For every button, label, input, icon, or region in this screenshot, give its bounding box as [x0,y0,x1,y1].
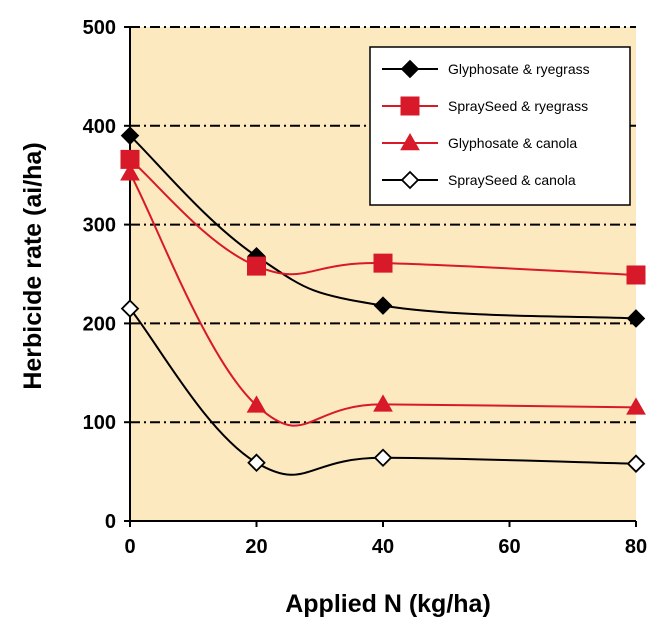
x-tick-label-40: 40 [372,536,394,558]
legend-label-3: SpraySeed & canola [448,172,576,188]
y-tick-label-500: 500 [83,17,116,39]
legend: Glyphosate & ryegrass SpraySeed & ryegras… [370,47,630,205]
y-tick-label-400: 400 [83,116,116,138]
legend-label-1: SpraySeed & ryegrass [448,98,588,114]
x-tick-label-20: 20 [245,536,267,558]
y-tick-label-0: 0 [105,511,116,533]
x-axis-title: Applied N (kg/ha) [285,590,491,618]
data-point-s1-3 [627,266,645,284]
x-tick-label-0: 0 [124,536,135,558]
y-tick-label-300: 300 [83,215,116,237]
legend-label-0: Glyphosate & ryegrass [448,61,590,77]
legend-marker-1 [401,97,419,115]
x-tick-label-60: 60 [498,536,520,558]
y-axis-title: Herbicide rate (ai/ha) [19,142,47,389]
legend-label-2: Glyphosate & canola [448,135,577,151]
x-tick-label-80: 80 [625,536,647,558]
data-point-s1-2 [374,254,392,272]
data-point-s1-1 [248,257,266,275]
y-tick-label-100: 100 [83,412,116,434]
y-tick-label-200: 200 [83,313,116,335]
